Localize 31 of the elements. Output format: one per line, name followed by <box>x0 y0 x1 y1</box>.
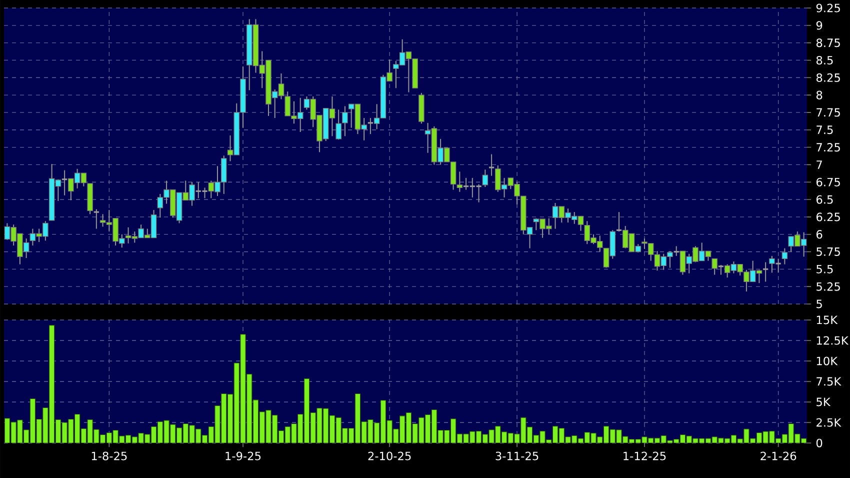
y-tick-label: 6.25 <box>816 212 840 222</box>
x-tick-label: 2-10-25 <box>368 452 411 460</box>
y-tick-label: 12.5K <box>816 336 849 345</box>
x-tick-label: 1-12-25 <box>624 452 666 460</box>
y-tick-label: 8.5 <box>816 56 833 65</box>
y-tick-label: 5.75 <box>816 248 840 256</box>
y-tick-label: 7.5K <box>816 377 842 386</box>
y-tick-label: 15K <box>816 316 838 324</box>
y-tick-label: 7.5 <box>816 126 833 134</box>
y-tick-label: 6.5 <box>816 195 833 204</box>
x-tick-label: 1-9-25 <box>226 452 260 460</box>
y-tick-label: 5.5 <box>816 264 833 274</box>
y-tick-label: 7.25 <box>816 143 840 152</box>
x-tick-label: 1-8-25 <box>92 452 127 460</box>
y-tick-label: 6 <box>816 230 822 239</box>
y-tick-label: 9 <box>816 21 822 30</box>
y-tick-label: 6.75 <box>816 178 840 186</box>
y-tick-label: 5K <box>816 398 831 406</box>
y-tick-label: 5 <box>816 300 822 308</box>
x-tick-label: 2-1-26 <box>760 452 796 460</box>
y-tick-label: 0 <box>816 438 822 448</box>
y-tick-label: 8 <box>816 90 822 100</box>
x-tick-label: 3-11-25 <box>496 452 538 460</box>
y-tick-label: 8.75 <box>816 38 840 48</box>
y-tick-label: 10K <box>816 356 838 366</box>
y-tick-label: 7 <box>816 160 822 169</box>
y-tick-label: 5.25 <box>816 282 840 291</box>
y-tick-label: 2.5K <box>816 418 842 427</box>
y-tick-label: 9.25 <box>816 4 840 12</box>
y-tick-label: 7.75 <box>816 108 840 117</box>
y-tick-label: 8.25 <box>816 73 840 82</box>
